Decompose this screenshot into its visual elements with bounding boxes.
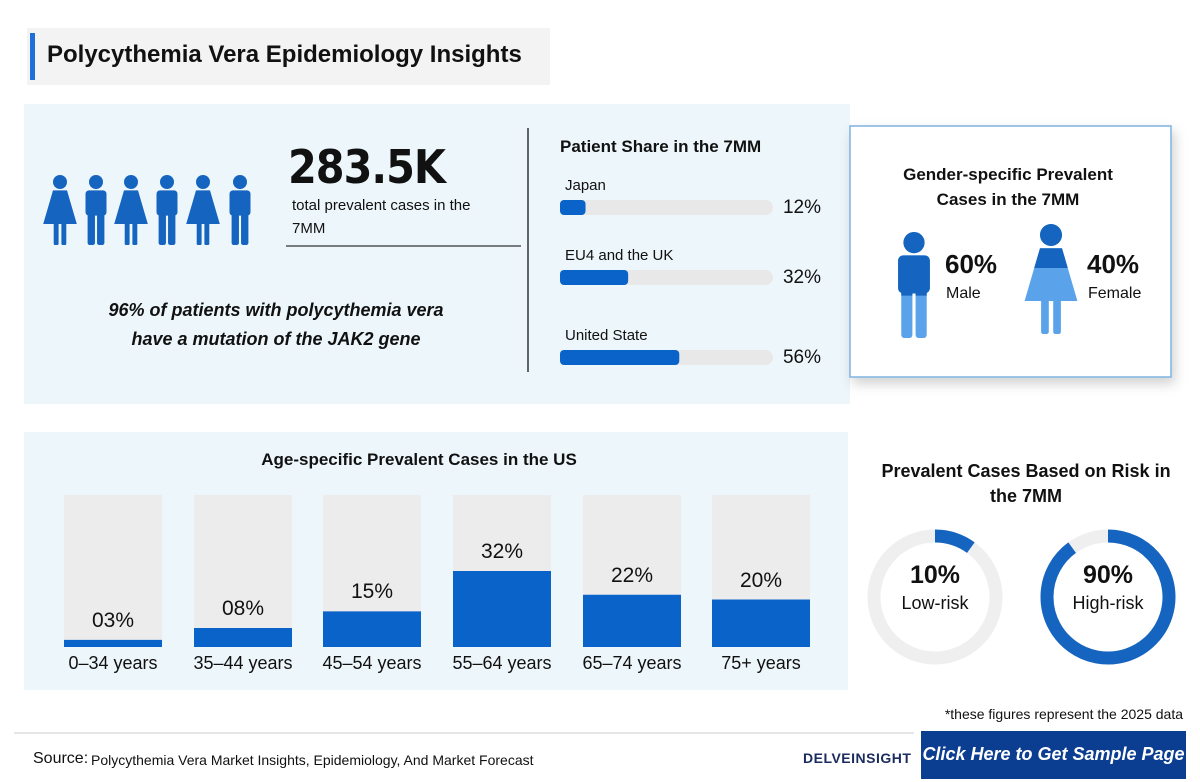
icon-body: [85, 190, 107, 216]
bar: [560, 270, 629, 285]
page-title: Polycythemia Vera Epidemiology Insights: [47, 41, 522, 68]
bar-track: [194, 495, 292, 647]
icon-leg: [241, 213, 249, 245]
icon-leg: [168, 213, 176, 245]
icon-dress: [114, 190, 148, 224]
source-label: Source:: [33, 750, 89, 767]
chart-title: Gender-specific Prevalent Cases in the 7…: [903, 165, 1113, 209]
category-label: Female: [1088, 285, 1142, 302]
jak2-note: 96% of patients with polycythemia vera h…: [108, 300, 444, 349]
category-label: EU4 and the UK: [565, 247, 674, 264]
category-label: Low-risk: [901, 593, 969, 613]
value-label: 40%: [1087, 249, 1140, 279]
value-label: 10%: [909, 561, 961, 589]
cta-button[interactable]: [921, 731, 1186, 779]
category-label: Japan: [565, 177, 606, 194]
chart-title: Prevalent Cases Based on Risk in the 7MM: [881, 461, 1171, 506]
icon-leg: [901, 290, 913, 338]
value-label: 12%: [782, 197, 821, 218]
title-box: [27, 28, 550, 85]
gender-share: [898, 232, 930, 296]
title-accent: [30, 33, 35, 80]
source-text: Polycythemia Vera Market Insights, Epide…: [91, 752, 534, 768]
bar-track: [64, 495, 162, 647]
category-label: 45–54 years: [322, 653, 422, 673]
total-cases: 283.5K: [288, 140, 446, 194]
icon-leg: [196, 222, 202, 245]
icon-leg: [87, 213, 95, 245]
donut-arc: [934, 529, 975, 554]
icon-leg: [158, 213, 166, 245]
value-label: 03%: [91, 608, 135, 632]
category-label: Male: [946, 285, 981, 302]
icon-body: [898, 255, 930, 294]
bar: [64, 639, 162, 647]
icon-leg: [1041, 298, 1049, 334]
icon-leg: [132, 222, 138, 245]
icon-head: [233, 175, 247, 189]
icon-head: [53, 175, 67, 189]
people-icons: [43, 175, 251, 245]
value-label: 32%: [480, 540, 524, 563]
icon-leg: [901, 290, 913, 296]
bar: [560, 200, 586, 215]
icon-dress: [186, 190, 220, 224]
value-label: 08%: [221, 597, 265, 620]
value-label: 90%: [1082, 561, 1134, 589]
icon-leg: [204, 222, 210, 245]
bar: [194, 628, 292, 647]
chart-title: Patient Share in the 7MM: [560, 137, 762, 156]
icon-leg: [97, 213, 105, 245]
icon-dress: [1034, 248, 1068, 268]
icon-head: [196, 175, 210, 189]
category-label: 55–64 years: [452, 653, 552, 673]
category-label: 65–74 years: [582, 653, 682, 673]
icon-head: [903, 232, 925, 254]
bar: [453, 571, 551, 647]
category-label: 75+ years: [721, 653, 801, 673]
footnote: *these figures represent the 2025 data: [944, 706, 1183, 722]
bar: [323, 611, 421, 647]
value-label: 20%: [739, 568, 783, 592]
icon-leg: [61, 222, 67, 245]
icon-head: [1040, 224, 1062, 246]
icon-body: [156, 190, 178, 216]
gender-share: [1034, 224, 1068, 268]
icon-leg: [915, 290, 927, 296]
bar: [583, 594, 681, 647]
icon-leg: [231, 213, 239, 245]
value-label: 32%: [782, 267, 821, 288]
category-label: 35–44 years: [193, 653, 293, 673]
bar-track: [560, 200, 773, 215]
bar: [560, 350, 680, 365]
icon-leg: [915, 290, 927, 338]
bar: [712, 599, 810, 647]
value-label: 22%: [610, 563, 654, 587]
cta-label[interactable]: Click Here to Get Sample Page: [922, 744, 1185, 764]
category-label: United State: [565, 327, 648, 344]
category-label: 0–34 years: [68, 653, 158, 673]
value-label: 56%: [782, 347, 821, 368]
donut-arc: [1040, 529, 1176, 665]
icon-dress: [43, 190, 77, 224]
icon-body: [229, 190, 251, 216]
icon-leg: [53, 222, 59, 245]
icon-leg: [1053, 298, 1061, 334]
icon-head: [124, 175, 138, 189]
icon-head: [160, 175, 174, 189]
icon-leg: [124, 222, 130, 245]
value-label: 15%: [350, 580, 394, 604]
total-caption: total prevalent cases in the 7MM: [292, 197, 471, 237]
value-label: 60%: [945, 249, 998, 279]
category-label: High-risk: [1072, 593, 1144, 613]
icon-head: [89, 175, 103, 189]
chart-title: Age-specific Prevalent Cases in the US: [261, 450, 577, 469]
logo: DELVEINSIGHT: [803, 750, 912, 766]
